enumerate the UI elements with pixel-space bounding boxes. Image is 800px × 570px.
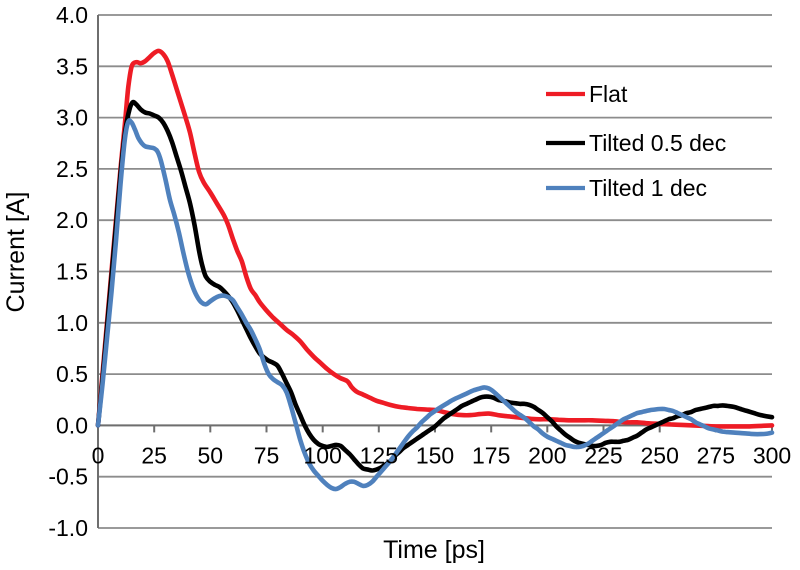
y-axis-title: Current [A] (2, 192, 30, 313)
legend: Flat Tilted 0.5 dec Tilted 1 dec (546, 81, 726, 201)
x-tick-label-200: 200 (528, 442, 566, 468)
legend-item-tilted-0-5-dec: Tilted 0.5 dec (546, 130, 726, 156)
legend-item-tilted-1-dec: Tilted 1 dec (546, 175, 707, 201)
x-tick-label-175: 175 (472, 442, 510, 468)
legend-label-tilted-0-5-dec: Tilted 0.5 dec (589, 130, 726, 156)
series-lines (95, 48, 775, 492)
x-tick-label-25: 25 (141, 442, 167, 468)
series-line-tilted-0-5-dec (95, 99, 775, 473)
x-tick-label-75: 75 (254, 442, 280, 468)
x-tick-label-300: 300 (753, 442, 791, 468)
x-tick-label-50: 50 (198, 442, 224, 468)
x-tick-label-275: 275 (697, 442, 735, 468)
legend-label-tilted-1-dec: Tilted 1 dec (589, 175, 707, 201)
x-tick-label-150: 150 (416, 442, 454, 468)
x-tick-label-125: 125 (360, 442, 398, 468)
y-tick-label-4.0: 4.0 (56, 2, 88, 28)
series-line-flat (95, 48, 775, 429)
series-line-tilted-1-dec (95, 118, 775, 492)
y-tick-label--0.5: -0.5 (48, 464, 88, 490)
y-tick-label-3.0: 3.0 (56, 105, 88, 131)
y-tick-label-0.5: 0.5 (56, 361, 88, 387)
x-tick-label-225: 225 (584, 442, 622, 468)
y-tick-label-2.5: 2.5 (56, 156, 88, 182)
y-tick-label--1.0: -1.0 (48, 515, 88, 541)
y-tick-label-0.0: 0.0 (56, 412, 88, 438)
legend-item-flat: Flat (546, 81, 628, 107)
tick-labels: 0 25 50 75 100 125 150 175 200 225 250 275 300 4.0 3.5… (48, 2, 791, 541)
x-tick-label-0: 0 (92, 442, 105, 468)
legend-label-flat: Flat (589, 81, 628, 107)
x-tick-label-250: 250 (641, 442, 679, 468)
x-axis-title: Time [ps] (383, 536, 485, 564)
y-tick-label-2.0: 2.0 (56, 207, 88, 233)
y-tick-label-1.0: 1.0 (56, 310, 88, 336)
y-tick-label-1.5: 1.5 (56, 259, 88, 285)
x-tick-label-100: 100 (304, 442, 342, 468)
y-tick-label-3.5: 3.5 (56, 53, 88, 79)
